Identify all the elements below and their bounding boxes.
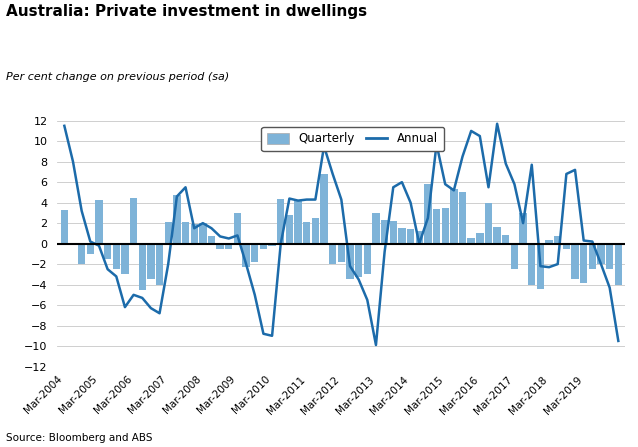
Bar [320, 174, 328, 244]
Bar [614, 244, 622, 285]
Text: Australia: Private investment in dwellings: Australia: Private investment in dwellin… [6, 4, 367, 20]
Bar [138, 244, 146, 290]
Bar [87, 244, 94, 254]
Bar [364, 244, 371, 274]
Bar [329, 244, 336, 264]
Bar [173, 195, 181, 244]
Bar [415, 232, 423, 244]
Bar [563, 244, 570, 249]
Bar [355, 244, 362, 278]
Bar [485, 202, 492, 244]
Text: Source: Bloomberg and ABS: Source: Bloomberg and ABS [6, 433, 153, 443]
Bar [294, 199, 302, 244]
Bar [277, 198, 285, 244]
Bar [597, 244, 605, 264]
Bar [234, 213, 241, 244]
Text: Per cent change on previous period (sa): Per cent change on previous period (sa) [6, 72, 230, 81]
Bar [216, 244, 224, 249]
Bar [606, 244, 613, 269]
Bar [519, 213, 527, 244]
Bar [70, 243, 77, 244]
Bar [346, 244, 353, 279]
Bar [493, 227, 501, 244]
Bar [303, 222, 310, 244]
Bar [78, 244, 85, 264]
Bar [433, 209, 440, 244]
Bar [373, 213, 380, 244]
Bar [554, 236, 561, 244]
Bar [476, 233, 484, 244]
Bar [312, 218, 319, 244]
Bar [390, 221, 397, 244]
Bar [165, 222, 172, 244]
Bar [182, 222, 189, 244]
Bar [580, 244, 588, 283]
Bar [441, 208, 449, 244]
Bar [537, 244, 544, 289]
Bar [511, 244, 518, 269]
Bar [61, 210, 68, 244]
Bar [208, 236, 215, 244]
Bar [121, 244, 129, 274]
Legend: Quarterly, Annual: Quarterly, Annual [262, 127, 444, 152]
Bar [407, 229, 414, 244]
Bar [112, 244, 120, 269]
Bar [545, 240, 553, 244]
Bar [260, 244, 267, 249]
Bar [424, 184, 431, 244]
Bar [398, 228, 406, 244]
Bar [286, 215, 293, 244]
Bar [269, 244, 276, 246]
Bar [225, 244, 232, 249]
Bar [191, 224, 198, 244]
Bar [130, 198, 137, 244]
Bar [589, 244, 596, 269]
Bar [572, 244, 579, 279]
Bar [502, 236, 510, 244]
Bar [528, 244, 535, 285]
Bar [95, 199, 103, 244]
Bar [450, 190, 457, 244]
Bar [199, 223, 207, 244]
Bar [338, 244, 345, 262]
Bar [242, 244, 250, 267]
Bar [156, 244, 163, 285]
Bar [147, 244, 154, 279]
Bar [459, 192, 466, 244]
Bar [104, 244, 111, 259]
Bar [381, 220, 389, 244]
Bar [468, 239, 475, 244]
Bar [251, 244, 258, 262]
